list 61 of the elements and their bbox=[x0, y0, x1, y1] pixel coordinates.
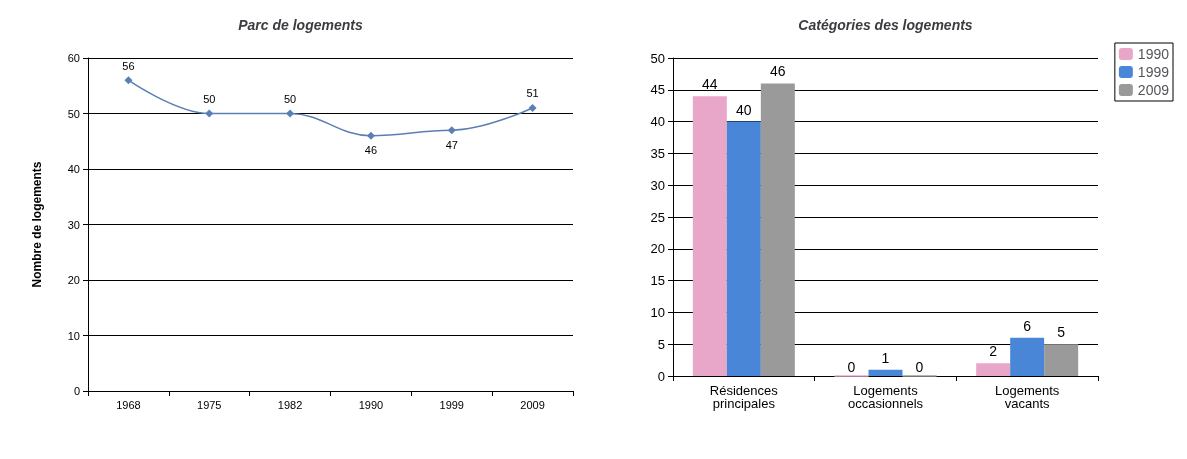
data-label: 46 bbox=[770, 63, 786, 80]
y-tick-label: 0 bbox=[73, 385, 80, 397]
bar bbox=[976, 363, 1011, 376]
chart-title: Catégories des logements bbox=[798, 17, 973, 33]
point bbox=[528, 103, 537, 112]
data-label: 47 bbox=[445, 138, 458, 151]
y-tick-label: 50 bbox=[67, 107, 80, 120]
point bbox=[447, 126, 456, 135]
y-tick-label: 30 bbox=[67, 218, 80, 231]
x-tick-label: 1999 bbox=[439, 398, 464, 411]
bar bbox=[868, 369, 903, 376]
bar bbox=[760, 83, 795, 376]
data-label: 50 bbox=[283, 93, 297, 105]
x-tick-label: 1990 bbox=[358, 398, 384, 411]
y-tick-label: 5 bbox=[657, 336, 665, 352]
bar bbox=[692, 96, 727, 376]
data-label: 46 bbox=[364, 144, 378, 157]
x-tick-label: 1975 bbox=[197, 398, 222, 411]
data-label: 56 bbox=[122, 59, 135, 72]
y-tick-label: 45 bbox=[650, 82, 665, 98]
data-label: 50 bbox=[203, 93, 216, 105]
point bbox=[366, 131, 375, 140]
y-tick-label: 15 bbox=[650, 273, 665, 289]
y-tick-label: 30 bbox=[650, 177, 665, 193]
x-tick-label: 1968 bbox=[116, 398, 141, 411]
point bbox=[286, 109, 295, 118]
chart-title: Parc de logements bbox=[238, 17, 363, 33]
y-tick-label: 35 bbox=[650, 145, 665, 161]
y-axis-title: Nombre de logements bbox=[30, 161, 44, 288]
data-label: 0 bbox=[915, 358, 924, 375]
data-label: 5 bbox=[1057, 324, 1066, 341]
legend-label: 2009 bbox=[1137, 82, 1170, 98]
legend-label: 1999 bbox=[1137, 64, 1170, 80]
y-tick-label: 50 bbox=[650, 50, 665, 66]
y-tick-label: 0 bbox=[657, 368, 665, 384]
x-tick-label: Résidences principales bbox=[709, 383, 779, 411]
x-tick-label: Logements vacants bbox=[995, 383, 1060, 411]
point bbox=[205, 109, 214, 118]
data-label: 44 bbox=[702, 76, 718, 93]
bar bbox=[1044, 344, 1079, 376]
x-tick-label: Logements occasionnels bbox=[847, 383, 924, 411]
data-label: 2 bbox=[989, 343, 998, 360]
y-tick-label: 25 bbox=[650, 209, 665, 225]
point bbox=[124, 76, 133, 85]
y-tick-label: 20 bbox=[650, 241, 665, 257]
y-tick-label: 60 bbox=[67, 52, 80, 64]
y-tick-label: 10 bbox=[67, 329, 80, 342]
data-label: 40 bbox=[736, 101, 752, 118]
y-tick-label: 20 bbox=[67, 274, 80, 286]
data-label: 1 bbox=[881, 349, 890, 366]
bar bbox=[1010, 337, 1045, 376]
y-tick-label: 40 bbox=[67, 163, 80, 175]
y-tick-label: 10 bbox=[650, 304, 665, 320]
data-label: 51 bbox=[526, 87, 539, 100]
data-label: 6 bbox=[1023, 317, 1032, 334]
data-label: 0 bbox=[847, 358, 856, 375]
x-tick-label: 1982 bbox=[277, 398, 303, 411]
y-tick-label: 40 bbox=[650, 114, 665, 130]
x-tick-label: 2009 bbox=[520, 398, 545, 411]
legend-label: 1990 bbox=[1137, 46, 1170, 62]
bar bbox=[726, 121, 761, 376]
